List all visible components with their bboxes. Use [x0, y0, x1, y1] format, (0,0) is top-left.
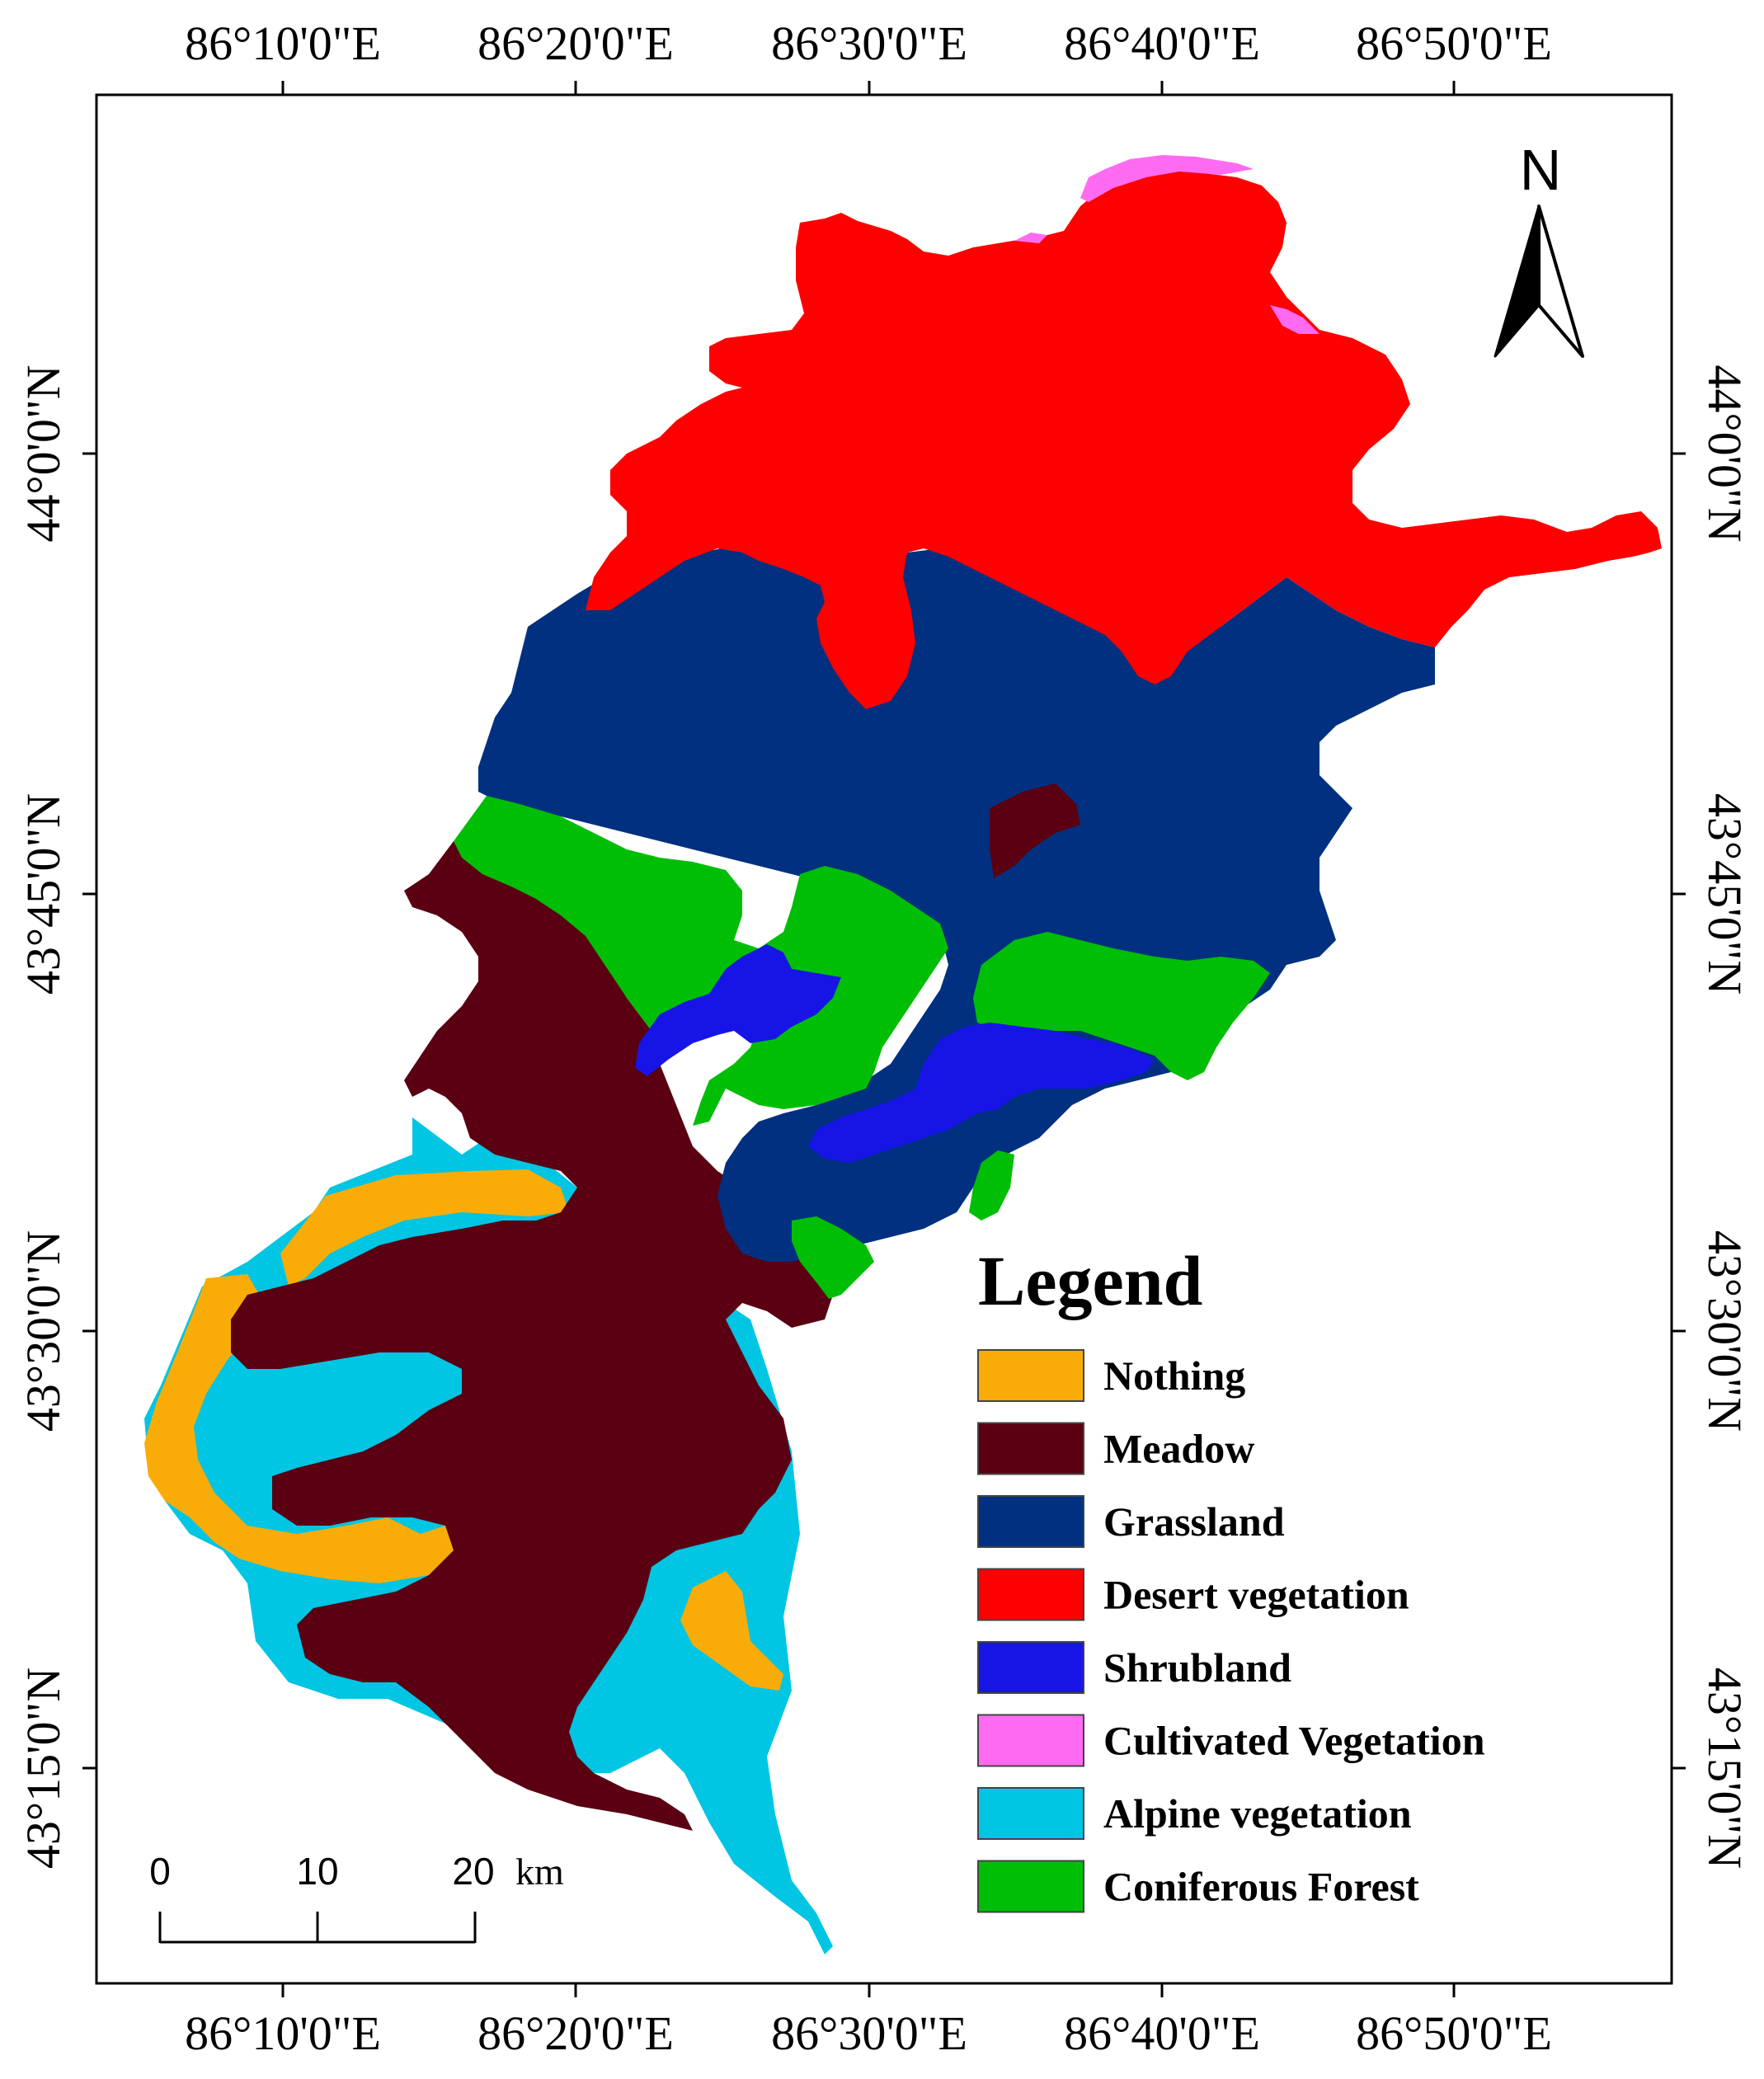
lat-label-left: 44°0'0"N	[16, 365, 70, 542]
legend-swatch	[977, 1714, 1084, 1767]
region-cultivated-vegetation-2	[1270, 305, 1319, 334]
scale-label: 0	[149, 1850, 171, 1893]
land-cover-map	[144, 155, 1662, 1954]
scale-label: 10	[296, 1850, 338, 1893]
lon-label-top: 86°10'0"E	[185, 16, 381, 70]
legend-label: Nothing	[1103, 1352, 1245, 1399]
lon-label-bottom: 86°10'0"E	[185, 2006, 381, 2060]
region-cultivated-vegetation-1	[1080, 155, 1254, 202]
lat-label-right: 44°0'0"N	[1698, 365, 1752, 542]
lon-labels-bottom: 86°10'0"E 86°20'0"E 86°30'0"E 86°40'0"E …	[185, 2006, 1552, 2060]
lon-label-top: 86°40'0"E	[1064, 16, 1260, 70]
lon-label-top: 86°20'0"E	[477, 16, 674, 70]
scale-unit: km	[515, 1851, 564, 1893]
legend-swatch	[977, 1495, 1084, 1548]
lat-labels-right: 44°0'0"N 43°45'0"N 43°30'0"N 43°15'0"N	[1698, 365, 1752, 1869]
north-arrow-label: N	[1520, 138, 1562, 202]
north-arrow: N	[1494, 138, 1584, 358]
lon-label-top: 86°50'0"E	[1356, 16, 1552, 70]
region-meadow	[231, 841, 833, 1831]
region-cultivated-vegetation-3	[1014, 233, 1047, 243]
lon-label-bottom: 86°40'0"E	[1064, 2006, 1260, 2060]
legend-label: Grassland	[1103, 1498, 1285, 1545]
lat-labels-left: 44°0'0"N 43°45'0"N 43°30'0"N 43°15'0"N	[16, 365, 70, 1869]
legend-label: Alpine vegetation	[1103, 1790, 1412, 1837]
lat-label-right: 43°30'0"N	[1698, 1230, 1752, 1432]
legend: Legend Nothing Meadow Grassland Desert vege…	[977, 1241, 1485, 1913]
legend-label: Meadow	[1103, 1426, 1254, 1472]
legend-swatch	[977, 1641, 1084, 1694]
region-coniferous-forest-2	[973, 932, 1270, 1080]
region-desert-vegetation	[586, 165, 1662, 709]
lon-label-bottom: 86°50'0"E	[1356, 2006, 1552, 2060]
legend-swatch	[977, 1568, 1084, 1621]
region-shrubland-1	[635, 944, 841, 1076]
region-coniferous-forest-1	[454, 796, 948, 1126]
scale-bar: 0 10 20 km	[149, 1850, 564, 1944]
legend-swatch	[977, 1787, 1084, 1840]
region-meadow-patch	[990, 783, 1080, 878]
legend-swatch	[977, 1860, 1084, 1913]
legend-swatch	[977, 1349, 1084, 1402]
scale-label: 20	[452, 1850, 494, 1893]
legend-label: Coniferous Forest	[1103, 1864, 1419, 1910]
legend-label: Cultivated Vegetation	[1103, 1718, 1485, 1764]
lat-label-right: 43°45'0"N	[1698, 793, 1752, 995]
lat-ticks	[82, 452, 1686, 1770]
lon-label-bottom: 86°20'0"E	[477, 2006, 674, 2060]
region-coniferous-forest-4	[969, 1150, 1014, 1221]
legend-label: Desert vegetation	[1103, 1572, 1409, 1618]
lat-label-right: 43°15'0"N	[1698, 1667, 1752, 1869]
lat-label-left: 43°30'0"N	[16, 1230, 70, 1432]
legend-label: Shrubland	[1103, 1644, 1291, 1691]
region-nothing-3	[680, 1571, 783, 1691]
legend-title: Legend	[978, 1241, 1202, 1320]
lat-label-left: 43°45'0"N	[16, 793, 70, 995]
region-coniferous-forest-3	[792, 1216, 874, 1299]
lon-labels-top: 86°10'0"E 86°20'0"E 86°30'0"E 86°40'0"E …	[185, 16, 1552, 70]
region-nothing-2	[144, 1274, 454, 1583]
legend-swatch	[977, 1422, 1084, 1475]
lat-label-left: 43°15'0"N	[16, 1667, 70, 1869]
region-shrubland-2	[808, 1023, 1155, 1163]
lon-label-bottom: 86°30'0"E	[771, 2006, 967, 2060]
region-nothing-1	[280, 1169, 569, 1286]
lon-label-top: 86°30'0"E	[771, 16, 967, 70]
region-grassland	[478, 544, 1435, 1262]
lon-ticks	[281, 81, 1456, 1997]
